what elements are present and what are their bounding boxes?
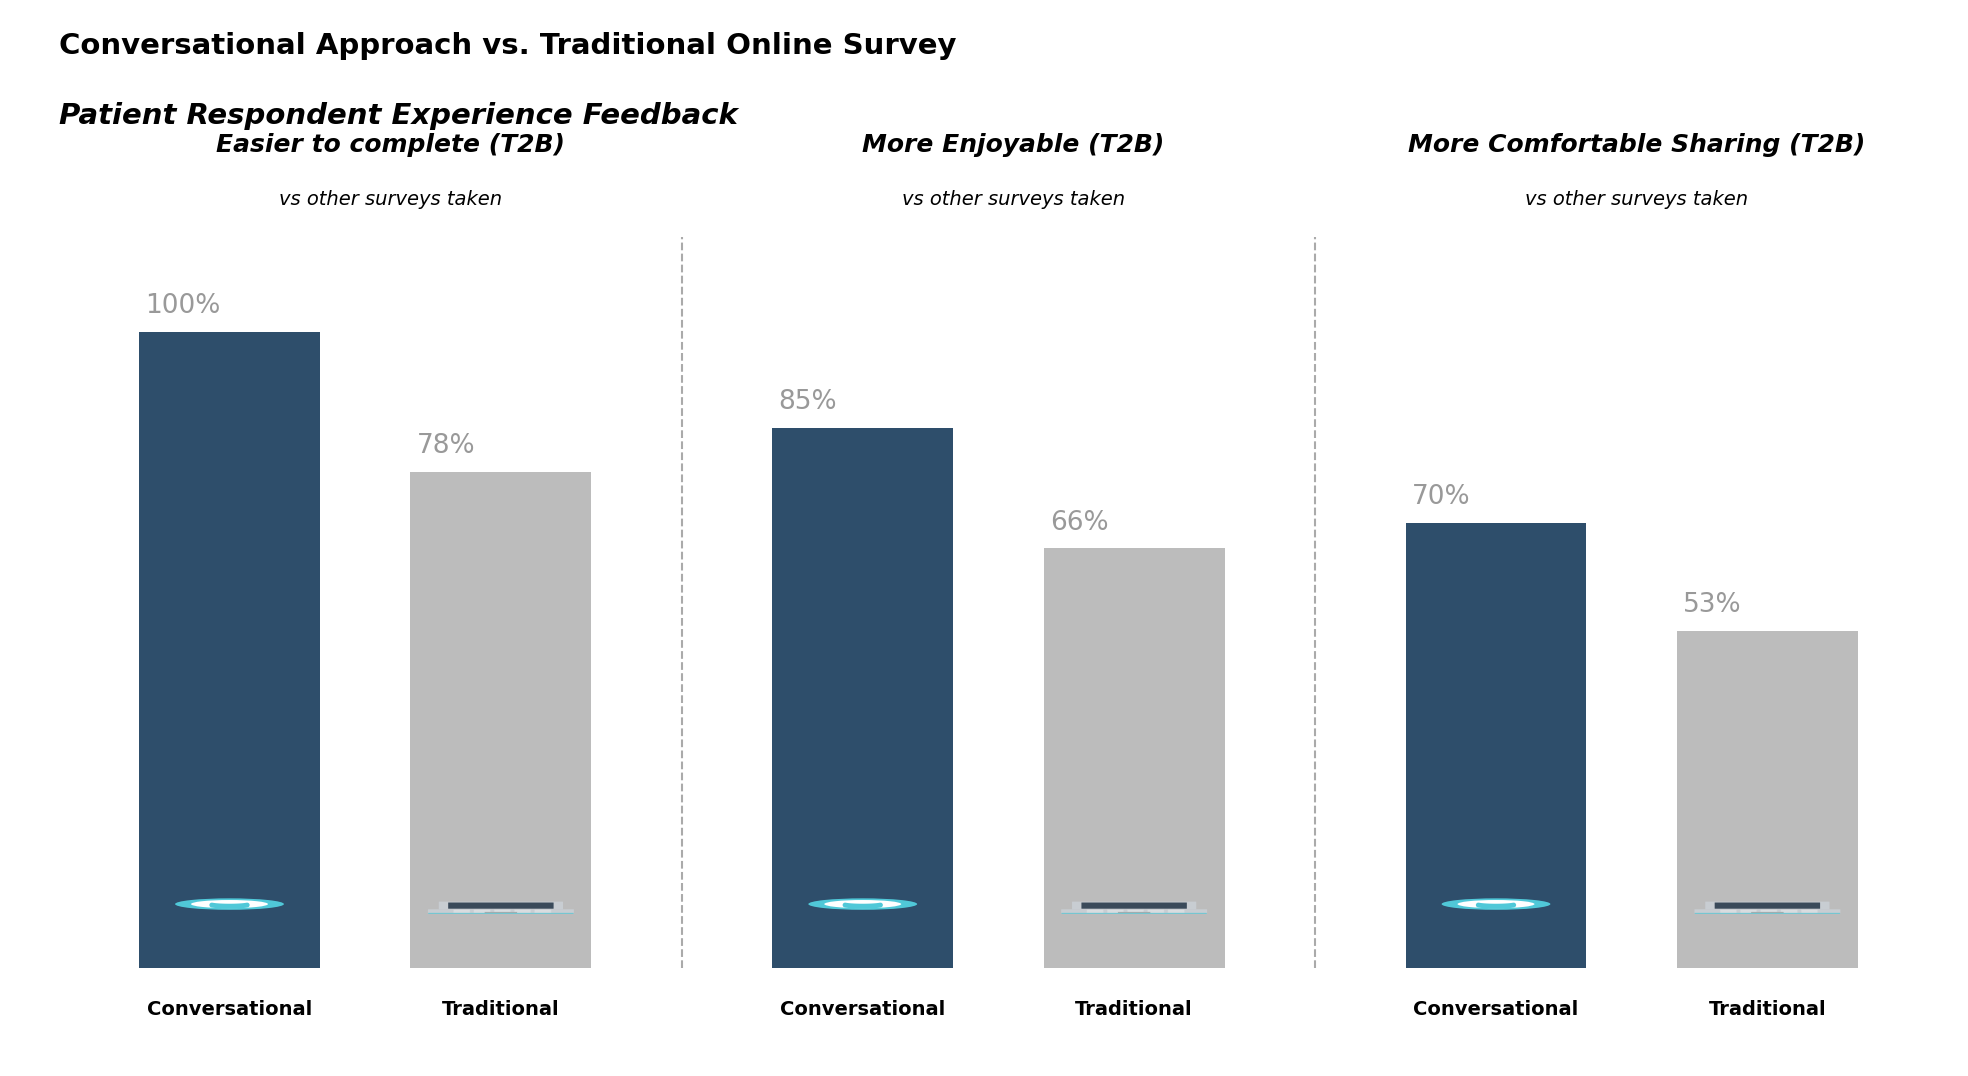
Text: 66%: 66%: [1049, 510, 1108, 536]
FancyBboxPatch shape: [1704, 902, 1830, 909]
Text: Conversational: Conversational: [779, 1001, 945, 1019]
FancyBboxPatch shape: [484, 911, 518, 914]
Text: Traditional: Traditional: [443, 1001, 559, 1019]
Bar: [411, 472, 590, 968]
Circle shape: [175, 898, 283, 910]
FancyBboxPatch shape: [1082, 903, 1187, 909]
FancyBboxPatch shape: [1752, 911, 1783, 914]
Bar: [771, 427, 953, 968]
Circle shape: [809, 898, 917, 910]
FancyBboxPatch shape: [439, 902, 563, 909]
Polygon shape: [1460, 906, 1504, 908]
Text: vs other surveys taken: vs other surveys taken: [279, 189, 502, 209]
FancyBboxPatch shape: [1061, 909, 1206, 914]
Text: Traditional: Traditional: [1708, 1001, 1826, 1019]
Text: vs other surveys taken: vs other surveys taken: [1525, 189, 1748, 209]
Text: More Enjoyable (T2B): More Enjoyable (T2B): [862, 133, 1165, 157]
Text: More Comfortable Sharing (T2B): More Comfortable Sharing (T2B): [1407, 133, 1866, 157]
FancyBboxPatch shape: [1714, 903, 1820, 909]
Text: Conversational: Conversational: [1413, 1001, 1578, 1019]
Circle shape: [1458, 900, 1535, 908]
Text: Conversational: Conversational: [148, 1001, 313, 1019]
Circle shape: [191, 900, 268, 908]
FancyBboxPatch shape: [1073, 902, 1197, 909]
Circle shape: [1443, 898, 1551, 910]
Text: Conversational Approach vs. Traditional Online Survey: Conversational Approach vs. Traditional …: [59, 32, 956, 60]
Text: 70%: 70%: [1411, 484, 1470, 510]
Text: Traditional: Traditional: [1075, 1001, 1193, 1019]
Text: 78%: 78%: [417, 434, 474, 459]
Bar: [1043, 549, 1224, 968]
Bar: [140, 332, 321, 968]
Bar: [1405, 523, 1586, 968]
Bar: [1677, 632, 1858, 968]
Text: 85%: 85%: [777, 388, 836, 415]
Text: Patient Respondent Experience Feedback: Patient Respondent Experience Feedback: [59, 102, 738, 130]
Text: 53%: 53%: [1683, 593, 1742, 619]
FancyBboxPatch shape: [1694, 909, 1840, 914]
Circle shape: [825, 900, 901, 908]
Text: Easier to complete (T2B): Easier to complete (T2B): [216, 133, 565, 157]
Polygon shape: [193, 906, 236, 908]
Text: vs other surveys taken: vs other surveys taken: [901, 189, 1126, 209]
Polygon shape: [827, 906, 870, 908]
Text: 100%: 100%: [146, 294, 220, 320]
FancyBboxPatch shape: [449, 903, 553, 909]
FancyBboxPatch shape: [427, 909, 575, 914]
FancyBboxPatch shape: [1118, 911, 1151, 914]
